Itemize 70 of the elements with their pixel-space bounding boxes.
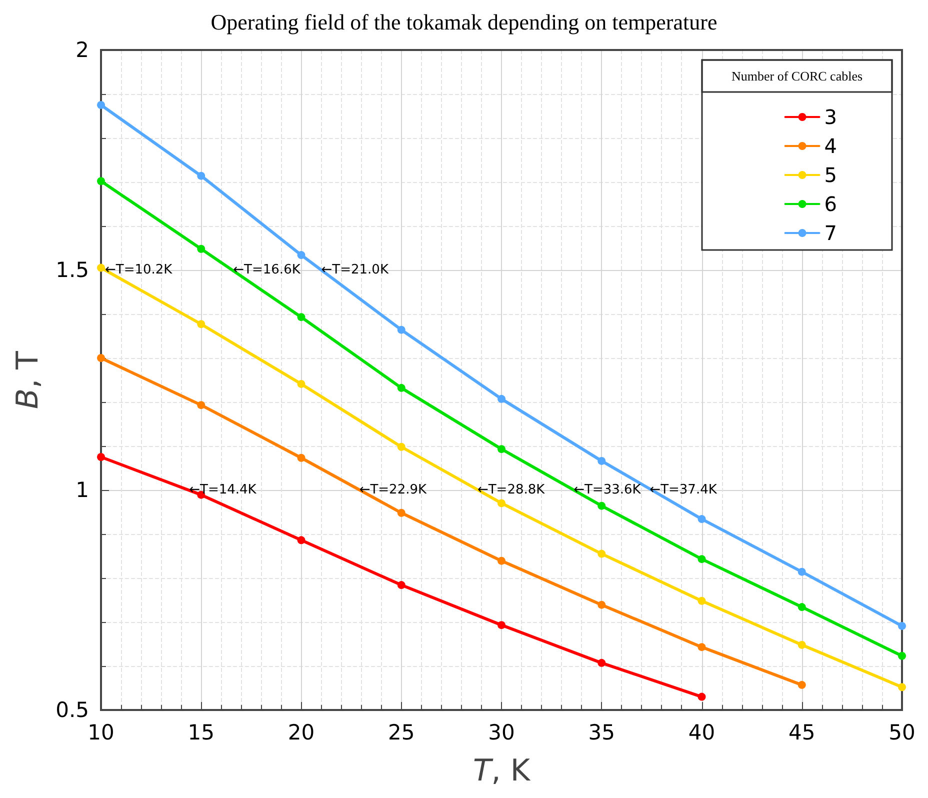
chart-title: Operating field of the tokamak depending on temperature (210, 10, 718, 34)
point (297, 251, 306, 260)
point (297, 536, 306, 544)
point (898, 683, 906, 692)
point (698, 596, 706, 605)
point (97, 264, 105, 272)
legend-label: 6 (824, 192, 838, 216)
legend-label: 5 (824, 163, 838, 187)
point (898, 652, 906, 660)
point (498, 499, 506, 508)
point (297, 313, 306, 322)
point (698, 555, 706, 564)
point (197, 172, 206, 180)
point (598, 456, 606, 465)
point (498, 394, 506, 403)
point (598, 600, 606, 609)
x-tick-label: 35 (588, 720, 615, 744)
x-tick-label: 40 (688, 720, 716, 744)
point (397, 384, 406, 392)
annotation: ←T=21.0K (321, 262, 389, 278)
y-tick-label: 0.5 (56, 698, 89, 722)
x-axis-title: T, K (472, 754, 532, 788)
annotation: ←T=10.2K (105, 262, 173, 278)
point (598, 550, 606, 558)
point (698, 643, 706, 652)
y-axis-title: B, T (10, 350, 46, 409)
point (97, 177, 105, 186)
x-tick-label: 10 (88, 720, 114, 744)
point (498, 556, 506, 565)
point (397, 508, 406, 517)
x-tick-label: 50 (888, 720, 916, 744)
point (97, 453, 105, 461)
point (498, 445, 506, 454)
point (97, 354, 105, 362)
point (798, 680, 806, 689)
point (197, 401, 206, 410)
legend-label: 3 (824, 105, 838, 129)
point (197, 244, 206, 253)
annotation: ←T=33.6K (574, 482, 642, 498)
legend-title: Number of CORC cables (731, 68, 863, 84)
x-tick-label: 15 (188, 720, 214, 744)
legend-label: 7 (824, 221, 838, 245)
x-tick-label: 45 (788, 720, 816, 744)
point (798, 640, 806, 649)
point (297, 380, 306, 388)
point (97, 101, 105, 109)
point (297, 454, 306, 462)
point (598, 502, 606, 510)
y-tick-label: 2 (76, 38, 89, 62)
point (598, 658, 606, 667)
point (798, 603, 806, 612)
point (798, 568, 806, 576)
point (397, 581, 406, 590)
point (898, 622, 906, 630)
annotation: ←T=16.6K (233, 262, 301, 278)
annotation: ←T=28.8K (477, 482, 546, 498)
point (197, 320, 206, 328)
x-tick-label: 25 (388, 720, 415, 744)
x-tick-label: 20 (288, 720, 315, 744)
y-tick-label: 1 (76, 478, 89, 502)
legend-label: 4 (824, 134, 838, 158)
point (397, 326, 406, 334)
annotation: ←T=14.4K (189, 482, 257, 498)
point (698, 692, 706, 701)
x-tick-label: 30 (488, 720, 515, 744)
point (397, 442, 406, 451)
annotation: ←T=22.9K (359, 482, 427, 498)
point (698, 515, 706, 524)
y-tick-label: 1.5 (56, 258, 89, 282)
point (498, 621, 506, 630)
